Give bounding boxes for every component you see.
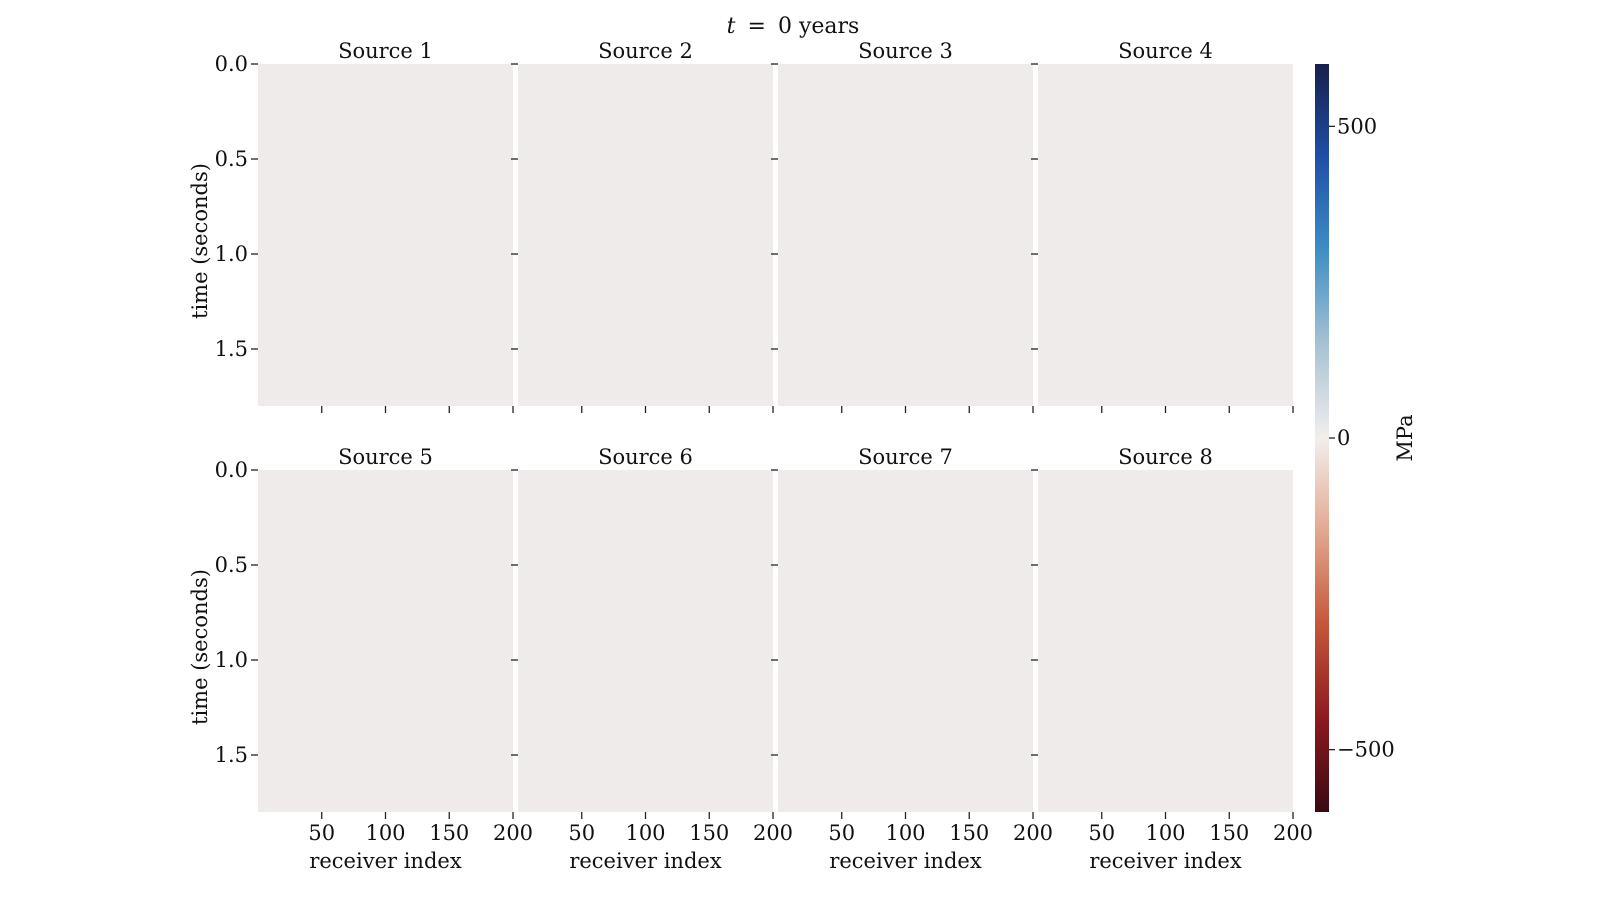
y-tick-label: 0.5 bbox=[215, 147, 248, 171]
panel-4: Source 4 bbox=[1031, 39, 1294, 413]
panel-title: Source 4 bbox=[1118, 39, 1213, 63]
panel-7: Source 7 50 100 150 200 receiver index bbox=[771, 445, 1053, 873]
y-axis-label: time (seconds) bbox=[188, 569, 212, 725]
colorbar-tick-label: 500 bbox=[1337, 114, 1377, 138]
x-tick-label: 100 bbox=[625, 821, 665, 845]
title-value: 0 years bbox=[778, 14, 859, 39]
heatmap-field bbox=[778, 64, 1033, 406]
panel-2: Source 2 bbox=[511, 39, 774, 413]
x-tick-label: 150 bbox=[949, 821, 989, 845]
panel-title: Source 7 bbox=[858, 445, 953, 469]
x-tick-label: 200 bbox=[493, 821, 533, 845]
y-tick-label: 0.0 bbox=[215, 458, 248, 482]
title-equals: = bbox=[748, 14, 766, 39]
panel-3: Source 3 bbox=[771, 39, 1034, 413]
x-tick-label: 150 bbox=[689, 821, 729, 845]
x-tick-label: 50 bbox=[1088, 821, 1115, 845]
panel-title: Source 2 bbox=[598, 39, 693, 63]
x-tick-label: 100 bbox=[885, 821, 925, 845]
y-tick-label: 1.0 bbox=[215, 648, 248, 672]
colorbar-gradient bbox=[1315, 64, 1329, 812]
y-axis-label: time (seconds) bbox=[188, 163, 212, 319]
x-tick-label: 150 bbox=[1209, 821, 1249, 845]
x-tick-label: 50 bbox=[568, 821, 595, 845]
heatmap-field bbox=[1038, 64, 1293, 406]
heatmap-field bbox=[518, 64, 773, 406]
x-tick-label: 100 bbox=[365, 821, 405, 845]
colorbar-tick-label: −500 bbox=[1337, 738, 1395, 762]
x-tick-label: 200 bbox=[1273, 821, 1313, 845]
heatmap-field bbox=[518, 470, 773, 812]
colorbar-tick-label: 0 bbox=[1337, 426, 1350, 450]
x-tick-label: 200 bbox=[1013, 821, 1053, 845]
panel-title: Source 1 bbox=[338, 39, 433, 63]
x-tick-label: 200 bbox=[753, 821, 793, 845]
x-tick-label: 100 bbox=[1145, 821, 1185, 845]
title-variable: t bbox=[727, 14, 736, 39]
y-tick-label: 1.5 bbox=[215, 743, 248, 767]
x-axis-label: receiver index bbox=[309, 849, 461, 873]
x-tick-label: 50 bbox=[308, 821, 335, 845]
x-axis-label: receiver index bbox=[569, 849, 721, 873]
panel-title: Source 5 bbox=[338, 445, 433, 469]
panel-title: Source 8 bbox=[1118, 445, 1213, 469]
panel-title: Source 3 bbox=[858, 39, 953, 63]
panel-8: Source 8 50 100 150 200 receiver index bbox=[1031, 445, 1313, 873]
colorbar: 500 0 −500 MPa bbox=[1315, 64, 1417, 812]
x-axis-label: receiver index bbox=[1089, 849, 1241, 873]
x-tick-label: 150 bbox=[429, 821, 469, 845]
y-tick-label: 0.5 bbox=[215, 553, 248, 577]
heatmap-field bbox=[1038, 470, 1293, 812]
x-axis-label: receiver index bbox=[829, 849, 981, 873]
heatmap-field bbox=[778, 470, 1033, 812]
figure-title: t = 0 years bbox=[727, 14, 860, 39]
heatmap-field bbox=[258, 64, 513, 406]
x-tick-label: 50 bbox=[828, 821, 855, 845]
heatmap-field bbox=[258, 470, 513, 812]
panel-5: Source 5 0.0 0.5 1.0 1.5 50 100 150 200 receiver … bbox=[188, 445, 533, 873]
panel-6: Source 6 50 100 150 200 receiver index bbox=[511, 445, 793, 873]
y-tick-label: 1.5 bbox=[215, 337, 248, 361]
y-tick-label: 0.0 bbox=[215, 52, 248, 76]
y-tick-label: 1.0 bbox=[215, 242, 248, 266]
colorbar-label: MPa bbox=[1393, 414, 1417, 461]
panel-title: Source 6 bbox=[598, 445, 693, 469]
